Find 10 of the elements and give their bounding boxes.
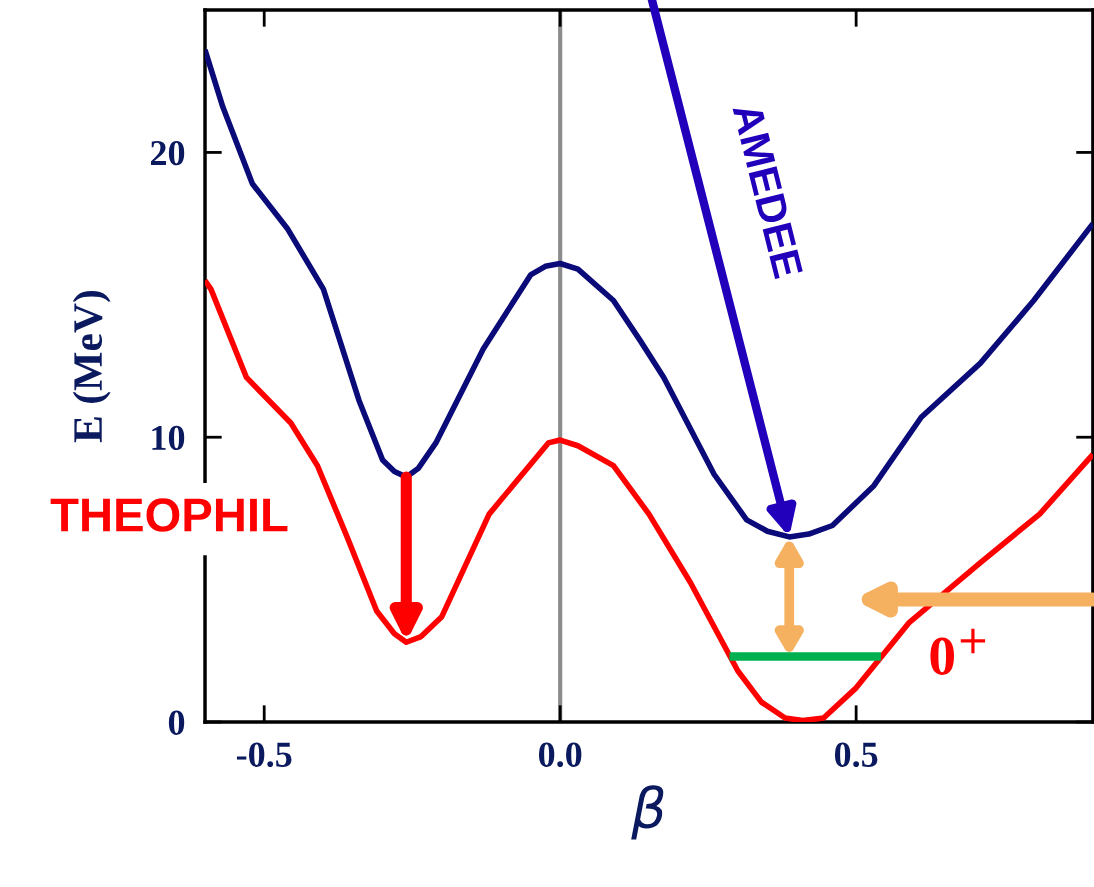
x-tick-label: 0.5 — [834, 742, 878, 768]
y-axis-title: E (MeV) — [72, 290, 111, 443]
y-tick-label: 20 — [150, 140, 185, 166]
y-tick-label: 10 — [152, 425, 185, 451]
annotation: 0$^{+}$ — [930, 628, 986, 675]
x-tick-label: -0.5 — [236, 742, 292, 768]
y-tick-label: 0 — [168, 710, 185, 735]
annotation: THEOPHIL — [50, 498, 288, 532]
x-axis-title: β — [631, 785, 664, 840]
x-tick-label: 0.0 — [538, 742, 582, 768]
